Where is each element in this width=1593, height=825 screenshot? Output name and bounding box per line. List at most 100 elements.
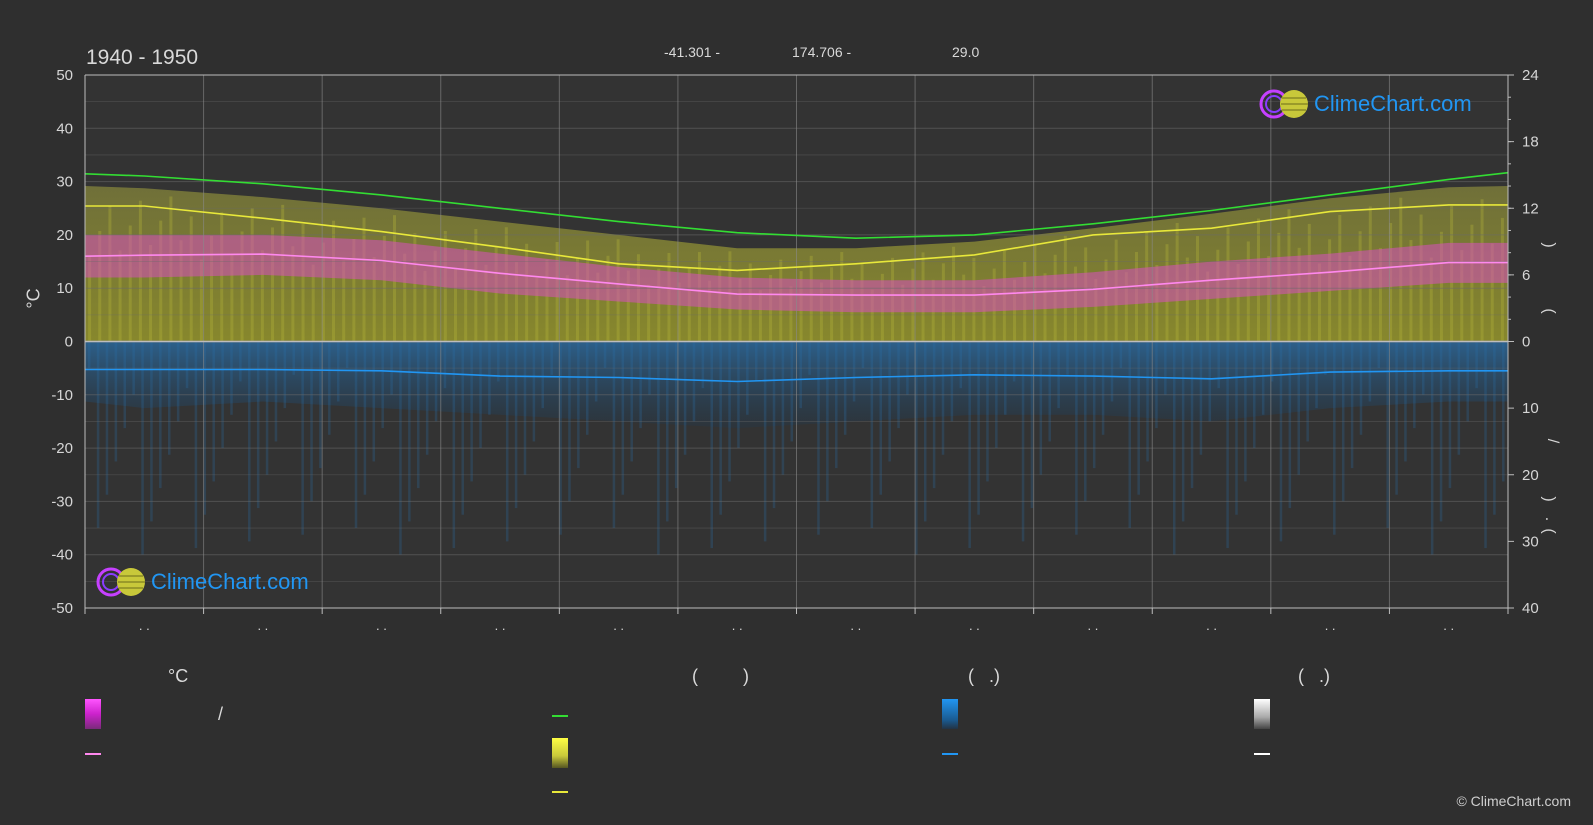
sunshine-day-bar: [1429, 257, 1433, 342]
right-tick-label: 0: [1522, 334, 1530, 351]
legend-snow-head: ( .): [1298, 666, 1330, 686]
precipitation-day-bar: [150, 341, 153, 522]
legend-temp-range-swatch: [85, 699, 101, 729]
logo-text: ClimeChart.com: [151, 569, 309, 594]
precipitation-day-bar: [1306, 341, 1309, 442]
left-tick-label: -10: [51, 387, 73, 404]
precipitation-day-bar: [1413, 341, 1416, 429]
precipitation-day-bar: [390, 341, 393, 395]
precipitation-day-bar: [968, 341, 971, 549]
sunshine-day-bar: [128, 225, 132, 342]
precipitation-day-bar: [585, 341, 589, 435]
precipitation-day-bar: [621, 341, 625, 495]
precipitation-day-bar: [497, 341, 500, 382]
precipitation-day-bar: [523, 341, 527, 475]
precipitation-day-bar: [603, 341, 607, 369]
precipitation-day-bar: [194, 341, 198, 549]
right-axis-label-bottom-dot: .: [1542, 516, 1560, 522]
precipitation-day-bar: [639, 341, 642, 429]
precipitation-day-bar: [425, 341, 429, 455]
sunshine-day-bar: [901, 284, 905, 342]
precipitation-day-bar: [835, 341, 838, 469]
legend-sunshine-head: ( ): [692, 666, 749, 686]
precipitation-day-bar: [1315, 341, 1318, 409]
logo-top-right[interactable]: ClimeChart.com: [1258, 88, 1498, 120]
longitude-label: 174.706 -: [792, 44, 852, 60]
right-axis-label-top-a: ): [1540, 242, 1558, 248]
precipitation-day-bar: [514, 341, 518, 509]
sunshine-day-bar: [982, 285, 986, 342]
precipitation-day-bar: [897, 341, 900, 429]
left-tick-label: 10: [56, 280, 73, 297]
logo-text: ClimeChart.com: [1314, 91, 1472, 116]
sunshine-day-bar: [403, 253, 407, 342]
precipitation-day-bar: [1190, 341, 1194, 489]
sunshine-day-bar: [819, 282, 823, 342]
precipitation-day-bar: [1404, 341, 1407, 462]
latitude-label: -41.301 -: [664, 44, 721, 60]
precipitation-day-bar: [1466, 341, 1469, 422]
precipitation-day-bar: [541, 341, 545, 409]
precipitation-day-bar: [1386, 341, 1389, 529]
precipitation-day-bar: [1004, 341, 1007, 415]
x-month-label: . .: [257, 618, 268, 633]
precipitation-day-bar: [301, 341, 304, 535]
sunshine-day-bar: [220, 212, 224, 342]
precipitation-day-bar: [1439, 341, 1443, 522]
sunshine-day-bar: [1460, 250, 1464, 342]
legend-rain-mean-swatch: [942, 753, 958, 755]
precipitation-day-bar: [1164, 341, 1167, 395]
precipitation-day-bar: [1155, 341, 1158, 429]
precipitation-day-bar: [666, 341, 669, 522]
sunshine-day-bar: [321, 242, 325, 342]
precipitation-day-bar: [1261, 341, 1265, 415]
sunshine-day-bar: [433, 250, 437, 342]
precipitation-day-bar: [1235, 341, 1238, 515]
precipitation-day-bar: [1226, 341, 1229, 549]
sunshine-day-bar: [1094, 278, 1098, 342]
precipitation-day-bar: [550, 341, 553, 375]
precipitation-day-bar: [1350, 341, 1354, 469]
precipitation-day-bar: [452, 341, 456, 549]
precipitation-day-bar: [710, 341, 714, 549]
precipitation-day-bar: [1208, 341, 1212, 422]
sunshine-day-bar: [271, 227, 275, 342]
sunshine-day-bar: [596, 272, 600, 342]
x-month-label: . .: [850, 618, 861, 633]
precipitation-day-bar: [932, 341, 936, 489]
precipitation-day-bar: [176, 341, 180, 422]
precipitation-day-bar: [1092, 341, 1096, 469]
clime-logo-icon: [96, 567, 145, 597]
right-axis-label-bottom-b: (: [1540, 528, 1558, 534]
sunshine-day-bar: [1124, 272, 1128, 342]
precipitation-day-bar: [1333, 341, 1336, 535]
left-tick-label: -50: [51, 600, 73, 617]
sunshine-day-bar: [423, 270, 427, 342]
precipitation-day-bar: [1422, 341, 1425, 395]
sunshine-day-bar: [1439, 231, 1443, 342]
precipitation-day-bar: [1181, 341, 1185, 522]
precipitation-day-bar: [443, 341, 447, 389]
legend-sunshine-mean-swatch: [552, 791, 568, 793]
x-month-label: . .: [1325, 618, 1336, 633]
precipitation-day-bar: [381, 341, 384, 429]
right-tick-label: 40: [1522, 600, 1539, 617]
precipitation-day-bar: [843, 341, 847, 435]
precipitation-day-bar: [879, 341, 882, 495]
precipitation-day-bar: [826, 341, 829, 502]
precipitation-day-bar: [1502, 341, 1505, 482]
precipitation-day-bar: [1279, 341, 1283, 542]
right-tick-label: 6: [1522, 267, 1530, 284]
precipitation-day-bar: [1493, 341, 1496, 515]
precipitation-day-bar: [1119, 341, 1123, 369]
sunshine-day-bar: [342, 260, 346, 342]
precipitation-day-bar: [763, 341, 767, 542]
legend-temp-mean-swatch: [85, 753, 101, 755]
sunshine-day-bar: [870, 289, 874, 342]
precipitation-day-bar: [861, 341, 865, 369]
precipitation-day-bar: [470, 341, 473, 482]
precipitation-day-bar: [1341, 341, 1345, 502]
temperature-mean-line: [84, 253, 1508, 296]
precipitation-day-bar: [372, 341, 376, 462]
logo-bottom-left[interactable]: ClimeChart.com: [95, 566, 335, 598]
